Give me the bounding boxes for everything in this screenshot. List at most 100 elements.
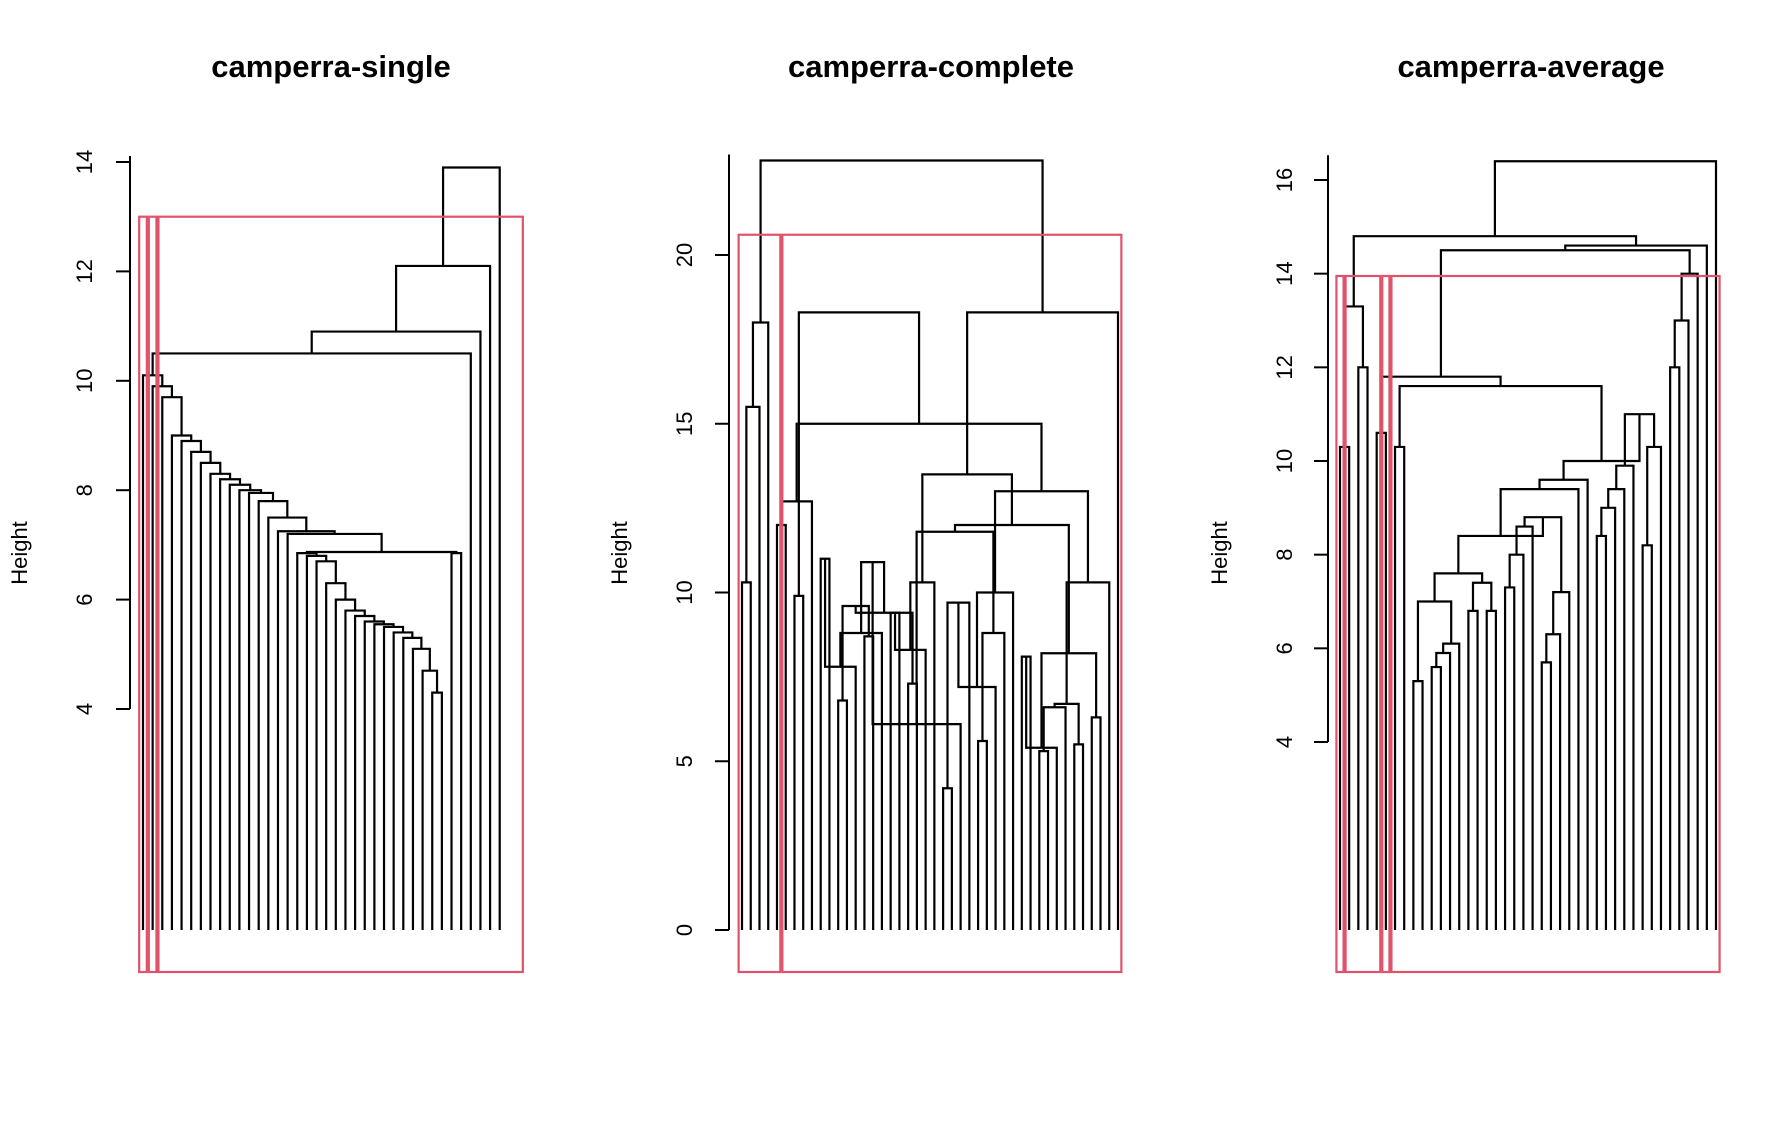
panel-average: camperra-average Height 4 6 8 10 12 14 16 bbox=[1207, 49, 1721, 974]
cluster-box bbox=[157, 215, 524, 974]
dendrogram-link bbox=[745, 405, 761, 930]
dendrogram-link bbox=[1515, 525, 1534, 930]
dendrogram-link bbox=[1646, 445, 1663, 930]
dendrogram-link bbox=[394, 264, 492, 930]
panel-title: camperra-average bbox=[1397, 49, 1664, 84]
dendrogram-link bbox=[793, 594, 805, 930]
dendrogram-link bbox=[1538, 478, 1589, 930]
dendrogram-link bbox=[1435, 651, 1452, 930]
dendrogram-link bbox=[1493, 160, 1718, 930]
panel-title: camperra-single bbox=[211, 49, 451, 84]
panel-complete: camperra-complete Height 0 5 10 15 20 bbox=[607, 49, 1123, 974]
dendrogram-link bbox=[1503, 586, 1516, 930]
dendrogram-link bbox=[1442, 642, 1461, 930]
y-axis: 4 6 8 10 12 14 bbox=[72, 150, 131, 715]
dendrogram-link bbox=[1600, 506, 1617, 930]
dendrogram-link bbox=[1439, 249, 1691, 377]
dendrogram-link bbox=[966, 311, 1120, 930]
dendrogram-link bbox=[1673, 319, 1690, 930]
y-tick-label: 6 bbox=[72, 593, 97, 605]
y-tick-label: 16 bbox=[1272, 168, 1297, 192]
dendrogram-link bbox=[1430, 665, 1442, 930]
dendrogram-link bbox=[257, 500, 289, 930]
y-tick-label: 8 bbox=[1272, 549, 1297, 561]
dendrogram-link bbox=[1343, 305, 1365, 447]
y-tick-label: 15 bbox=[672, 412, 697, 436]
y-tick-label: 10 bbox=[72, 369, 97, 393]
y-axis-title: Height bbox=[607, 521, 632, 585]
y-tick-label: 4 bbox=[72, 703, 97, 715]
dendrogram-link bbox=[993, 490, 1090, 593]
dendrogram-link bbox=[1398, 384, 1603, 461]
dendrogram-link bbox=[889, 611, 901, 930]
y-tick-label: 14 bbox=[72, 150, 97, 174]
cluster-box bbox=[737, 233, 782, 974]
dendrogram-link bbox=[286, 532, 383, 930]
y-tick-label: 10 bbox=[672, 580, 697, 604]
y-tick-label: 0 bbox=[672, 924, 697, 936]
cluster-box bbox=[1344, 274, 1382, 974]
dendrogram-link bbox=[1607, 488, 1626, 930]
dendrogram-link bbox=[421, 669, 439, 930]
y-tick-label: 20 bbox=[672, 243, 697, 267]
dendrogram-link bbox=[1669, 366, 1681, 930]
y-tick-label: 12 bbox=[72, 259, 97, 283]
cluster-box bbox=[1335, 274, 1345, 974]
cluster-box bbox=[1390, 274, 1721, 974]
y-tick-label: 5 bbox=[672, 755, 697, 767]
dendrogram-link bbox=[1595, 534, 1608, 930]
dendrogram-link bbox=[1357, 366, 1369, 930]
dendrogram-link bbox=[1038, 750, 1050, 930]
dendrogram-link bbox=[1508, 553, 1525, 930]
dendrogram-link bbox=[795, 422, 1043, 502]
dendrogram-link bbox=[1540, 661, 1553, 930]
dendrogram-link bbox=[1416, 600, 1453, 682]
dendrogram-link bbox=[1433, 572, 1484, 602]
dendrogram-link bbox=[797, 311, 921, 596]
cluster-box bbox=[1381, 274, 1391, 974]
panel-title: camperra-complete bbox=[788, 49, 1074, 84]
cluster-boxes bbox=[737, 233, 1123, 974]
dendrogram-links bbox=[740, 159, 1120, 930]
dendrogram-link bbox=[1393, 445, 1406, 930]
dendrogram-link bbox=[1352, 235, 1638, 307]
dendrogram-link bbox=[1564, 244, 1708, 930]
dendrogram-link bbox=[909, 581, 936, 930]
dendrogram-link bbox=[1485, 609, 1497, 930]
dendrogram-link bbox=[1040, 652, 1098, 748]
dendrogram-link bbox=[942, 787, 953, 930]
dendrogram-link bbox=[953, 523, 1070, 654]
dendrogram-link bbox=[431, 691, 443, 930]
dendrogram-link bbox=[759, 159, 1044, 323]
dendrogram-link bbox=[1090, 716, 1102, 930]
dendrogram-link bbox=[411, 647, 431, 930]
dendrogram-links bbox=[141, 166, 501, 930]
dendrogram-link bbox=[305, 550, 458, 554]
y-tick-label: 12 bbox=[1272, 355, 1297, 379]
dendrogram-link bbox=[976, 739, 988, 930]
dendrogram-link bbox=[1412, 680, 1424, 930]
dendrogram-link bbox=[1545, 633, 1562, 930]
dendrogram-link bbox=[1471, 581, 1493, 611]
cluster-box bbox=[147, 215, 158, 974]
dendrogram-link bbox=[1065, 581, 1111, 930]
dendrogram-link bbox=[740, 581, 752, 930]
y-axis: 4 6 8 10 12 14 16 bbox=[1272, 155, 1329, 748]
dendrogram-link bbox=[1073, 743, 1085, 930]
cluster-box bbox=[781, 233, 1123, 974]
dendrogram-link bbox=[1467, 609, 1479, 930]
dendrogram-link bbox=[450, 552, 463, 930]
y-axis-title: Height bbox=[1207, 521, 1232, 585]
dendrogram-link bbox=[310, 330, 482, 930]
cluster-box bbox=[138, 215, 148, 974]
cluster-boxes bbox=[138, 215, 524, 974]
y-tick-label: 8 bbox=[72, 484, 97, 496]
cluster-boxes bbox=[1335, 274, 1721, 974]
dendrogram-link bbox=[1552, 591, 1571, 930]
y-axis: 0 5 10 15 20 bbox=[672, 154, 730, 936]
y-tick-label: 10 bbox=[1272, 449, 1297, 473]
y-tick-label: 6 bbox=[1272, 642, 1297, 654]
dendrogram-links bbox=[1338, 160, 1718, 930]
y-tick-label: 14 bbox=[1272, 261, 1297, 285]
